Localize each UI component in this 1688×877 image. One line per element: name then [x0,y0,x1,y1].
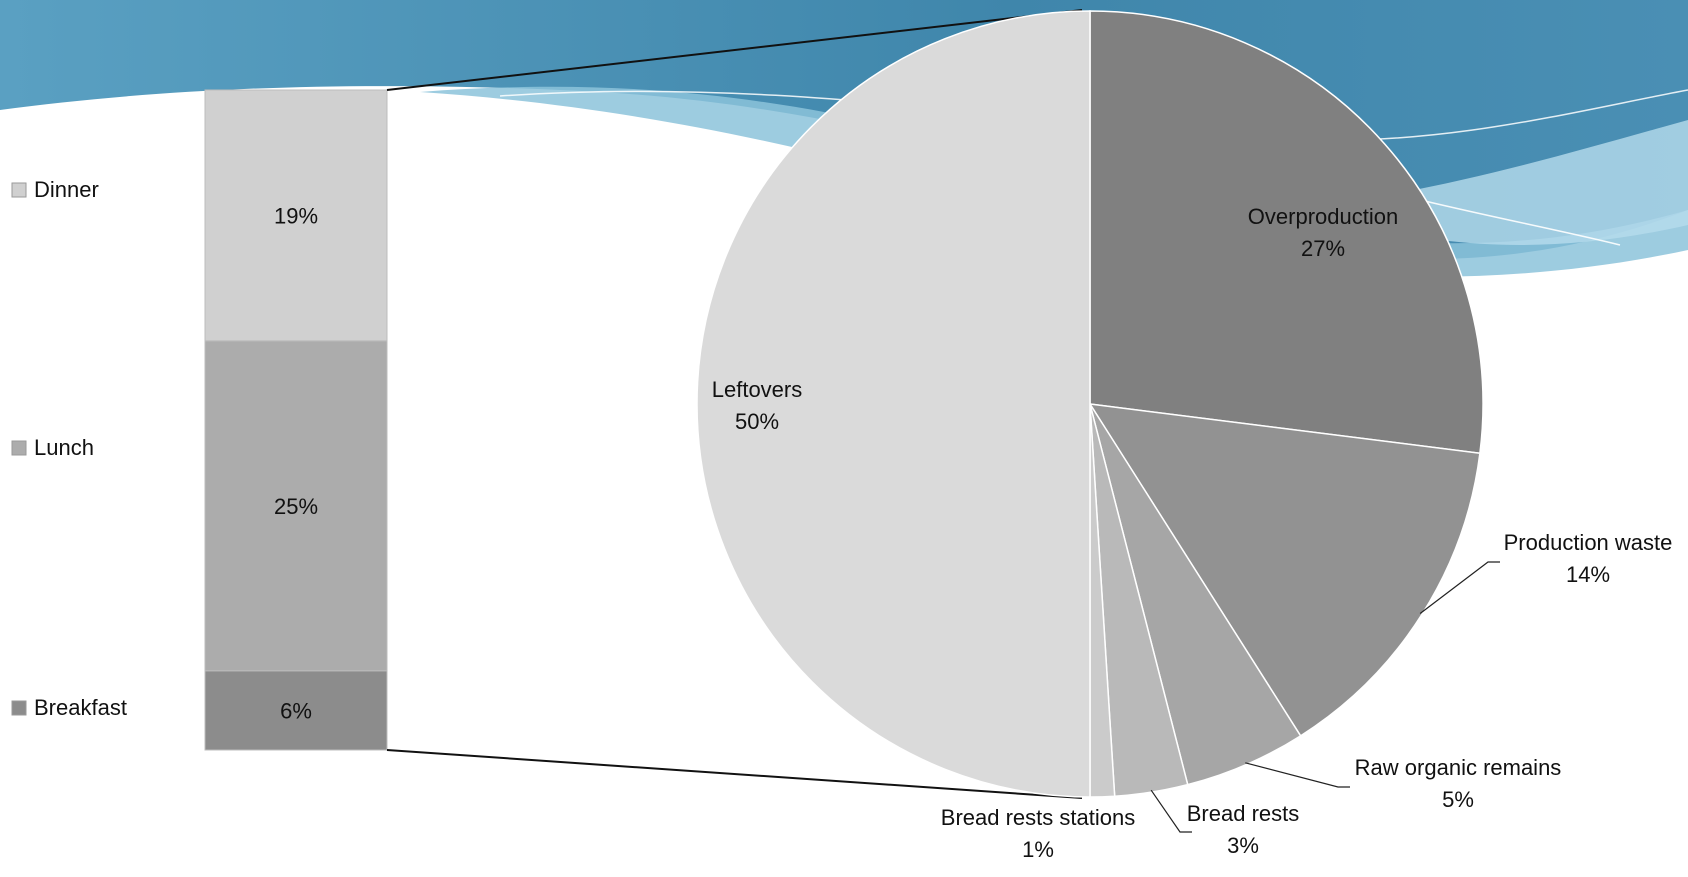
leader-line-bread-rests [1150,789,1192,833]
leader-line-raw-organic-remains [1245,762,1350,788]
legend-swatch-lunch [11,440,27,456]
legend-item-lunch: Lunch [11,435,94,460]
pie-label-value-raw-organic-remains: 5% [1442,787,1474,812]
leader-line-production-waste [1419,561,1500,614]
bar-segment-dinner [204,89,388,342]
pie-label-production-waste: Production waste 14% [1419,530,1673,614]
pie-label-value-overproduction: 27% [1301,236,1345,261]
meal-bar-chart: 6% 25% 19% [204,89,388,751]
pie-label-bread-rests-stations: Bread rests stations 1% [941,805,1135,862]
pie-label-value-bread-rests: 3% [1227,833,1259,858]
bar-pie-connectors [386,9,1083,799]
connector-top-line [386,9,1083,91]
legend-label-breakfast: Breakfast [34,695,127,720]
pie-label-leftovers: Leftovers 50% [712,377,803,434]
pie-label-bread-rests: Bread rests 3% [1150,789,1300,858]
meal-legend: Dinner Lunch Breakfast [11,177,127,720]
pie-label-overproduction: Overproduction 27% [1248,204,1398,261]
bar-label-lunch: 25% [274,494,318,519]
pie-label-name-bread-rests: Bread rests [1187,801,1300,826]
pie-label-value-leftovers: 50% [735,409,779,434]
pie-label-name-leftovers: Leftovers [712,377,803,402]
pie-label-value-production-waste: 14% [1566,562,1610,587]
connector-bottom-line [386,749,1083,799]
pie-slice-leftovers [696,10,1091,798]
bar-label-breakfast: 6% [280,698,312,723]
pie-label-raw-organic-remains: Raw organic remains 5% [1245,755,1561,812]
bar-label-dinner: 19% [274,203,318,228]
legend-swatch-dinner [11,182,27,198]
pie-label-name-raw-organic-remains: Raw organic remains [1355,755,1562,780]
legend-item-dinner: Dinner [11,177,99,202]
pie-label-name-overproduction: Overproduction [1248,204,1398,229]
pie-label-name-bread-rests-stations: Bread rests stations [941,805,1135,830]
pie-label-name-production-waste: Production waste [1504,530,1673,555]
waste-pie-chart [696,10,1484,798]
legend-item-breakfast: Breakfast [11,695,127,720]
legend-label-dinner: Dinner [34,177,99,202]
legend-swatch-breakfast [11,700,27,716]
pie-slice-production-waste [1088,403,1481,737]
legend-label-lunch: Lunch [34,435,94,460]
pie-data-labels: Overproduction 27% Production waste 14% Raw … [712,204,1673,862]
pie-slice-overproduction [1089,10,1484,455]
bar-segment-breakfast [204,670,388,751]
bar-segment-lunch [204,340,388,672]
pie-label-value-bread-rests-stations: 1% [1022,837,1054,862]
